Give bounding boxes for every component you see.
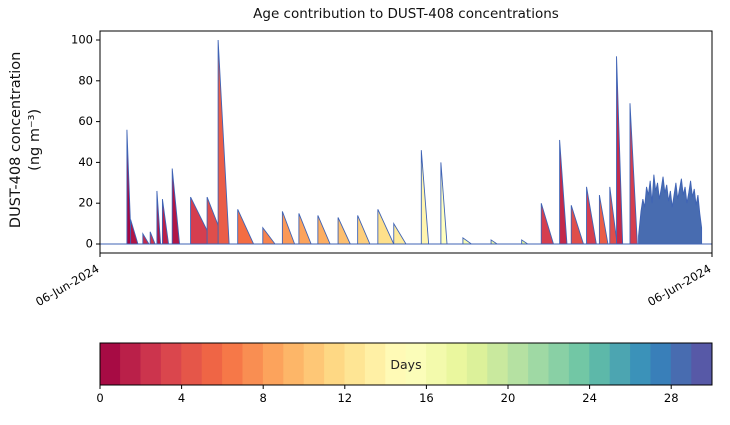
y-tick-label: 20 — [78, 196, 93, 210]
colorbar-tick-label: 4 — [178, 391, 185, 405]
y-tick-label: 80 — [78, 73, 93, 87]
y-tick-label: 60 — [78, 114, 93, 128]
y-axis-label-line2: (ng m⁻³) — [27, 108, 43, 171]
spike — [161, 199, 170, 245]
y-axis-label: DUST-408 concentration (ng m⁻³) — [7, 0, 45, 290]
colorbar-tick-label: 20 — [501, 391, 516, 405]
spike — [126, 129, 132, 245]
colorbar-segment — [303, 343, 325, 385]
colorbar-segment — [222, 343, 244, 385]
colorbar-segment — [650, 343, 672, 385]
spike — [190, 196, 215, 245]
spike — [262, 226, 276, 245]
spike — [317, 215, 331, 245]
spike — [130, 219, 139, 245]
colorbar-segment — [426, 343, 448, 385]
colorbar-segment — [324, 343, 346, 385]
colorbar-segment — [385, 343, 407, 385]
colorbar-segment — [99, 343, 121, 385]
colorbar-segment — [446, 343, 468, 385]
colorbar-segment — [568, 343, 590, 385]
spike — [217, 39, 230, 245]
colorbar-segment — [344, 343, 366, 385]
colorbar-tick-label: 24 — [582, 391, 597, 405]
colorbar-tick-label: 16 — [419, 391, 434, 405]
spike — [393, 221, 407, 245]
y-tick-label: 100 — [71, 33, 93, 47]
colorbar-segment — [548, 343, 570, 385]
spike — [171, 168, 181, 245]
colorbar-tick-label: 0 — [96, 391, 103, 405]
spike — [156, 190, 162, 245]
colorbar-segment — [181, 343, 203, 385]
colorbar-segment — [262, 343, 284, 385]
colorbar-segment — [140, 343, 162, 385]
spike — [559, 139, 568, 245]
colorbar-segment — [201, 343, 223, 385]
colorbar-tick-label: 8 — [260, 391, 267, 405]
spike — [570, 205, 585, 245]
plot-title: Age contribution to DUST-408 concentrati… — [253, 6, 559, 22]
spike — [142, 232, 150, 245]
spike — [490, 239, 499, 245]
colorbar-segment — [589, 343, 611, 385]
spike — [337, 217, 352, 245]
y-axis-label-line1: DUST-408 concentration — [8, 51, 25, 229]
spike — [377, 209, 395, 245]
spike — [237, 209, 255, 245]
colorbar-segment — [242, 343, 264, 385]
colorbar-segment — [405, 343, 427, 385]
spike — [440, 162, 448, 245]
spike — [298, 213, 312, 245]
colorbar-segment — [160, 343, 182, 385]
colorbar-tick-label: 28 — [664, 391, 679, 405]
colorbar-svg: 0 4 8 12 16 20 24 28 — [96, 342, 713, 405]
spike — [206, 196, 227, 245]
y-tick-label: 40 — [78, 155, 93, 169]
spike — [521, 239, 530, 245]
colorbar-segment — [691, 343, 713, 385]
y-tick-label: 0 — [86, 237, 93, 251]
colorbar-segment — [466, 343, 488, 385]
colorbar-segment — [364, 343, 386, 385]
colorbar-tick-label: 12 — [337, 391, 352, 405]
spike — [149, 231, 156, 245]
colorbar-segment — [609, 343, 631, 385]
colorbar-segment — [528, 343, 550, 385]
spike — [462, 237, 473, 245]
colorbar-segment — [487, 343, 509, 385]
colorbar-segment — [120, 343, 142, 385]
spike — [540, 203, 555, 245]
colorbar-segment — [283, 343, 305, 385]
spike — [629, 103, 638, 245]
x-tick-label: 06-Jun-2024 — [645, 261, 713, 309]
spike — [598, 194, 609, 245]
spike — [357, 215, 371, 245]
spike — [281, 211, 296, 245]
spike — [609, 186, 618, 245]
spike — [586, 186, 597, 245]
data-layer — [100, 39, 712, 245]
dust-cluster — [638, 174, 703, 245]
spike — [420, 150, 430, 245]
colorbar-segment — [507, 343, 529, 385]
colorbar-segment — [670, 343, 692, 385]
spike — [616, 56, 624, 245]
colorbar-segment — [630, 343, 652, 385]
